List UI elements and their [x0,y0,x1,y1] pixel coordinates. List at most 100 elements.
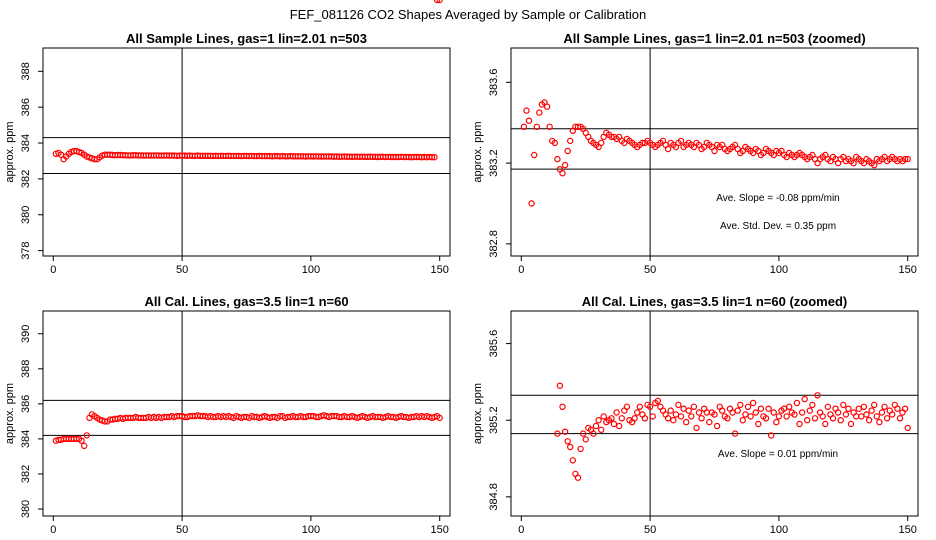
panel-3-data-point [78,437,85,444]
panel-2-data-point [559,169,566,177]
panel-2-data-point [531,151,538,159]
panel-3-x-tick-label: 150 [431,524,449,536]
panel-4-data-point [567,443,574,451]
panel-4-data-point [901,405,909,412]
panel-4-data-point [904,424,911,432]
panel-3-x-tick-label: 100 [302,524,320,536]
panel-2-data-point [904,155,911,163]
panel-2-data-point [711,147,718,155]
panel-2-data-point [528,200,535,207]
panel-4-data-point [762,415,770,422]
panel-1-y-tick-label: 382 [20,170,32,188]
panel-4-y-tick-label: 385.2 [488,406,500,434]
panel-4-data-point [670,417,677,424]
panel-4-data-point [610,420,618,428]
panel-4-data-point [595,417,602,424]
panel-1-data-point [431,153,438,161]
panel-4-data-point [683,418,690,426]
panel-2-data-point [551,139,559,147]
panel-1-x-tick-label: 150 [431,264,449,276]
panel-4-data-point [783,413,790,420]
panel-2-data-point [520,123,528,131]
panel-4-data-point [878,409,886,416]
panel-1-y-tick-label: 378 [20,241,32,259]
panel-4-data-point [579,430,587,437]
panel-3-title: All Cal. Lines, gas=3.5 lin=1 n=60 [144,294,348,309]
panel-4-data-point [690,403,698,410]
panel-4-data-point [824,403,832,410]
panel-4-data-point [889,411,896,418]
panel-4-data-point [706,418,713,426]
panel-4-data-point [768,432,775,439]
panel-2-data-point [574,123,582,131]
panel-4-data-point [834,409,842,416]
panel-1-y-tick-label: 380 [20,206,32,224]
panel-4-data-point [636,403,644,410]
panel-3-y-tick-label: 390 [20,325,32,343]
panel-4-data-point [757,405,765,412]
panel-1-data-point [436,0,443,4]
panel-4-plot-frame [510,310,919,517]
panel-4-data-point [894,405,901,412]
panel-4-data-point [742,411,749,418]
panel-3-x-tick-label: 0 [50,524,56,536]
panel-4-data-point [863,411,870,418]
panel-4-data-point [582,436,589,443]
panel-1-x-tick-label: 0 [50,264,56,276]
panel-2-annotation: Ave. Slope = -0.08 ppm/min [716,193,840,204]
panel-4-data-point [860,403,868,410]
panel-4-data-point [598,426,605,433]
panel-3-y-tick-label: 384 [20,430,32,448]
panel-1-y-tick-label: 386 [20,98,32,116]
panel-4-data-point [840,401,847,409]
panel-4-data-point [847,420,855,428]
panel-4-data-point [711,411,718,418]
panel-2-data-point [533,123,541,131]
panel-4-data-point [654,397,662,405]
panel-4-data-point [574,474,582,481]
panel-1-data-point [433,0,441,4]
panel-4-data-point [649,413,656,420]
panel-2-data-point [561,161,569,169]
panel-4-data-point [811,415,819,422]
panel-4-data-point [845,405,852,412]
panel-4-data-point [554,430,561,437]
panel-4-data-point [881,403,888,410]
panel-2-y-axis-label: approx. ppm [472,121,484,182]
panel-3-data-point [436,414,443,422]
panel-4-data-point [569,457,577,464]
panel-4-data-point [734,407,741,414]
panel-4-data-point [855,405,863,412]
panel-2-y-tick-label: 383.2 [488,149,500,177]
panel-4-data-point [819,413,826,420]
panel-4-data-point [842,411,850,418]
panel-4-data-point [739,417,747,424]
panel-4-data-point [616,422,623,430]
panel-4-data-point [600,413,607,420]
panel-4-data-point [613,409,620,416]
panel-4-data-point [873,413,881,420]
panel-4-data-point [592,422,600,430]
panel-4-data-point [806,407,814,414]
panel-4-x-tick-label: 0 [518,524,524,536]
panel-1-data-point [428,153,436,161]
panel-4-data-point [688,413,695,420]
panel-4-data-point [641,415,649,422]
panel-4-data-point [775,413,783,420]
panel-4-data-point [798,409,806,416]
panel-4-data-point [755,420,762,428]
panel-3-y-tick-label: 388 [20,360,32,378]
panel-4-data-point [883,415,891,422]
panel-4-data-point [634,409,641,416]
panel-3-plot-frame [42,310,451,517]
panel-4-data-point [791,411,798,418]
panel-1-y-tick-label: 388 [20,62,32,80]
panel-4-data-point [618,415,626,422]
panel-2-data-point [564,147,571,155]
panel-4-data-point [809,401,816,409]
panel-3-y-tick-label: 380 [20,500,32,518]
panel-3-data-point [80,442,88,450]
panel-4-data-point [796,420,803,428]
